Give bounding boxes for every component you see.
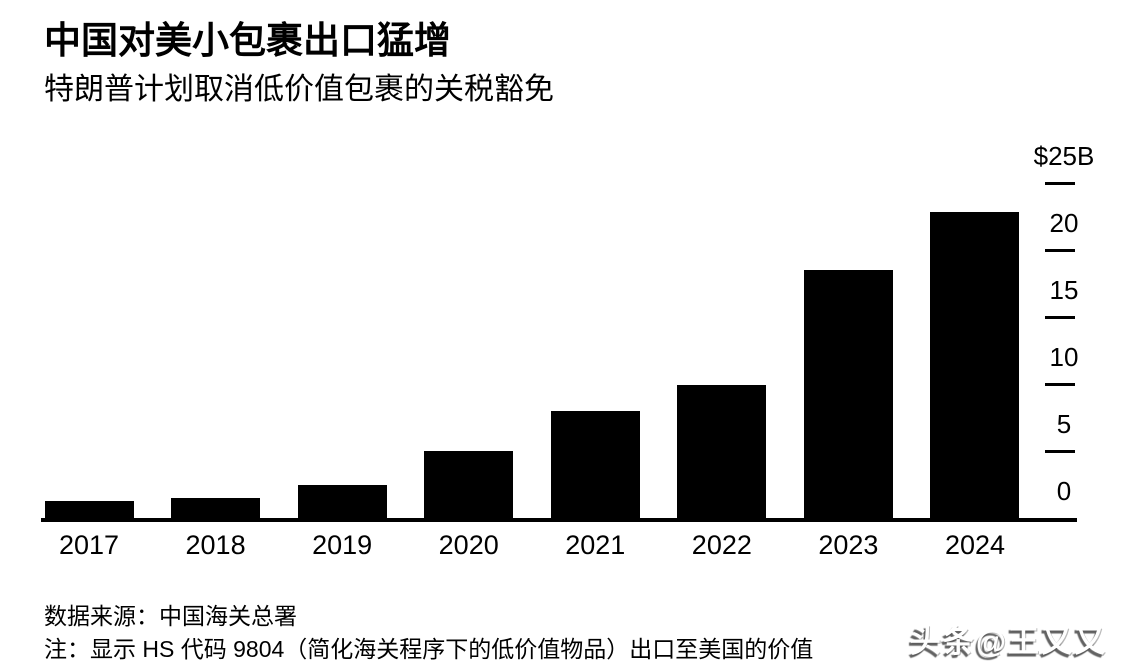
x-tick-label-2020: 2020: [438, 530, 499, 560]
y-tick-label-20: 20: [1049, 208, 1079, 238]
x-tick-label-2017: 2017: [58, 530, 120, 560]
bar-2020: [424, 451, 514, 521]
watermark: 头条@王又又: [909, 624, 1107, 659]
y-tick-dash-20: [1045, 248, 1075, 252]
y-tick-label-0: 0: [1056, 476, 1072, 506]
y-tick-label-10: 10: [1049, 342, 1079, 372]
y-tick-dash-10: [1045, 382, 1075, 386]
y-tick-label-15: 15: [1049, 275, 1079, 305]
source-note: 数据来源：中国海关总署: [44, 603, 297, 629]
bar-2022: [677, 385, 767, 521]
chart-title: 中国对美小包裹出口猛增: [44, 20, 451, 61]
bar-2017: [44, 500, 134, 521]
bar-2021: [550, 410, 640, 521]
bar-2024: [930, 212, 1020, 521]
y-tick-dash-15: [1045, 315, 1075, 319]
x-tick-label-2019: 2019: [312, 530, 373, 560]
x-tick-label-2023: 2023: [818, 530, 879, 560]
y-tick-dash-5: [1045, 449, 1075, 453]
y-tick-label-25: $25B: [1033, 141, 1095, 171]
bar-2019: [297, 484, 387, 521]
x-tick-label-2021: 2021: [565, 530, 626, 560]
y-tick-label-5: 5: [1056, 409, 1072, 439]
chart-note: 注：显示 HS 代码 9804（简化海关程序下的低价值物品）出口至美国的价值: [44, 636, 814, 662]
chart-subtitle: 特朗普计划取消低价值包裹的关税豁免: [44, 73, 554, 106]
x-tick-label-2018: 2018: [185, 530, 246, 560]
x-axis-line: [41, 518, 1077, 522]
x-tick-label-2024: 2024: [944, 530, 1006, 560]
x-tick-label-2022: 2022: [691, 530, 752, 560]
y-tick-dash-25: [1045, 181, 1075, 185]
bar-2018: [171, 497, 261, 521]
bar-2023: [803, 270, 893, 521]
